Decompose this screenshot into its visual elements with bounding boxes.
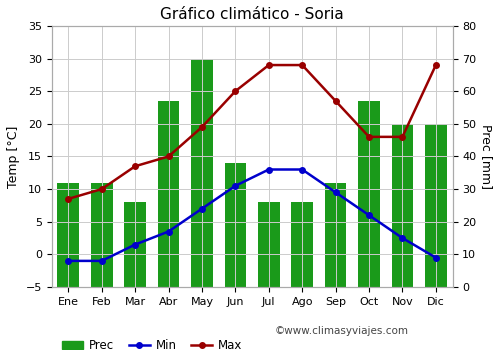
Title: Gráfico climático - Soria: Gráfico climático - Soria [160,7,344,22]
Bar [191,58,213,287]
Bar [124,202,146,287]
Bar [358,101,380,287]
Y-axis label: Prec [mm]: Prec [mm] [480,124,493,189]
Bar [158,101,180,287]
Legend: Prec, Min, Max: Prec, Min, Max [58,335,247,350]
Y-axis label: Temp [°C]: Temp [°C] [7,125,20,188]
Bar [224,163,246,287]
Text: ©www.climasyviajes.com: ©www.climasyviajes.com [275,326,409,336]
Bar [91,183,112,287]
Bar [324,183,346,287]
Bar [258,202,280,287]
Bar [392,124,413,287]
Bar [292,202,313,287]
Bar [425,124,446,287]
Bar [58,183,79,287]
